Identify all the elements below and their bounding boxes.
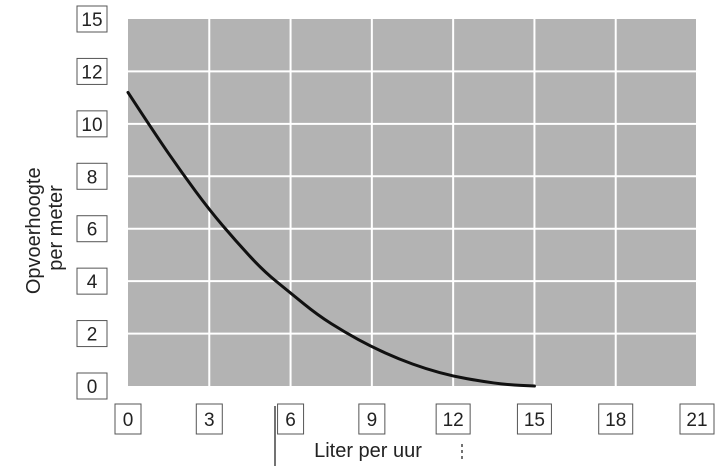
x-tick-label: 12	[443, 410, 464, 431]
vertical-gridlines	[208, 19, 698, 386]
series-line	[126, 90, 536, 388]
x-tick-18: 18	[598, 403, 634, 435]
y-tick-label: 10	[81, 115, 102, 136]
y-tick-label: 6	[87, 220, 98, 241]
x-tick-labels: 0 3 6 9 12 15 18 21	[114, 403, 715, 435]
y-tick-0: 0	[76, 372, 108, 400]
y-tick-box	[76, 5, 108, 33]
x-tick-21: 21	[679, 403, 715, 435]
x-tick-3: 3	[195, 403, 223, 435]
x-tick-box	[358, 403, 386, 435]
y-tick-label: 15	[81, 10, 102, 31]
y-tick-2: 2	[76, 320, 108, 348]
x-tick-12: 12	[435, 403, 471, 435]
y-tick-label: 12	[81, 62, 102, 83]
x-tick-6: 6	[277, 403, 305, 435]
y-tick-10: 10	[76, 110, 108, 138]
y-axis-label: Opvoerhoogte per meter	[23, 162, 67, 294]
x-tick-0: 0	[114, 403, 142, 435]
x-tick-box	[435, 403, 471, 435]
x-tick-15: 15	[516, 403, 552, 435]
x-tick-label: 9	[367, 410, 378, 431]
y-tick-label: 8	[87, 167, 98, 188]
y-tick-box	[76, 320, 108, 348]
y-tick-label: 0	[87, 377, 98, 398]
y-tick-box	[76, 215, 108, 243]
x-axis-label: Liter per uur	[314, 440, 422, 462]
x-tick-box	[598, 403, 634, 435]
x-tick-label: 15	[524, 410, 545, 431]
y-tick-box	[76, 110, 108, 138]
x-tick-box	[277, 403, 305, 435]
y-tick-label: 2	[87, 325, 98, 346]
x-tick-label: 21	[686, 410, 707, 431]
y-tick-15: 15	[76, 5, 108, 33]
y-tick-6: 6	[76, 215, 108, 243]
y-tick-labels: 0 2 4 6 8 10 12 15	[76, 5, 108, 400]
y-tick-8: 8	[76, 162, 108, 190]
y-tick-box	[76, 162, 108, 190]
x-tick-label: 0	[123, 410, 134, 431]
x-tick-label: 3	[204, 410, 215, 431]
y-tick-box	[76, 372, 108, 400]
y-tick-12: 12	[76, 57, 108, 85]
x-tick-box	[679, 403, 715, 435]
plot-area	[128, 19, 697, 386]
y-tick-box	[76, 267, 108, 295]
y-axis-label-line-1: Opvoerhoogte	[23, 167, 45, 294]
y-tick-box	[76, 57, 108, 85]
x-tick-box	[516, 403, 552, 435]
x-tick-9: 9	[358, 403, 386, 435]
y-tick-4: 4	[76, 267, 108, 295]
x-tick-label: 18	[605, 410, 626, 431]
x-tick-label: 6	[285, 410, 296, 431]
horizontal-gridlines	[128, 70, 697, 335]
x-tick-box	[195, 403, 223, 435]
y-axis-label-line-2: per meter	[45, 185, 67, 271]
x-tick-box	[114, 403, 142, 435]
y-tick-label: 4	[87, 272, 98, 293]
